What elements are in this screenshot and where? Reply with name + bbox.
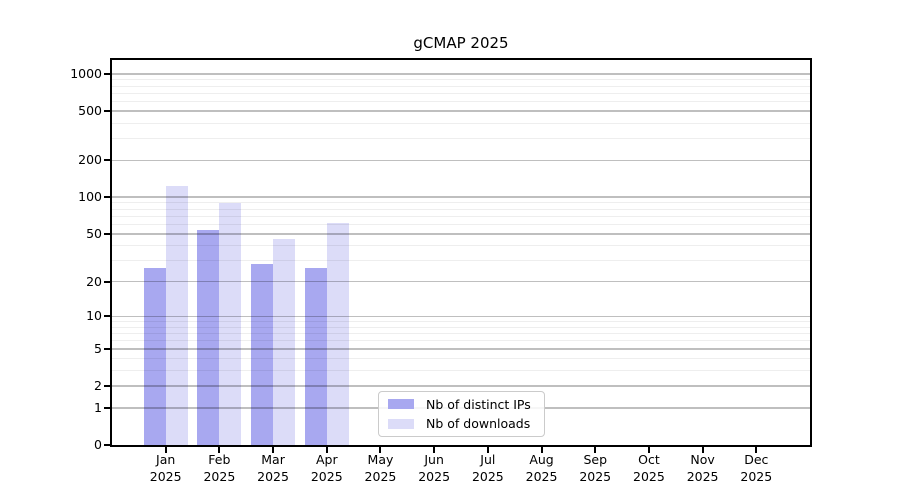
y-tick-mark xyxy=(104,73,110,76)
y-tick-label: 200 xyxy=(78,152,102,168)
gridline-minor xyxy=(112,79,810,81)
gridline-minor xyxy=(112,85,810,87)
bar-downloads xyxy=(219,202,242,445)
gridline-minor xyxy=(112,340,810,342)
gridline-major xyxy=(112,280,810,283)
x-tick-mark xyxy=(433,447,436,453)
chart-title: gCMAP 2025 xyxy=(413,34,509,52)
gridline-major xyxy=(112,110,810,112)
legend-item-distinct-ips: Nb of distinct IPs xyxy=(388,396,535,413)
bar-downloads xyxy=(326,222,349,445)
x-tick-mark xyxy=(272,447,275,453)
x-tick-label: Nov 2025 xyxy=(686,452,719,484)
y-tick-mark xyxy=(104,385,110,388)
bar-distinct-ips xyxy=(197,229,220,445)
gridline-major xyxy=(112,73,810,75)
gridline-minor xyxy=(112,320,810,322)
bar-distinct-ips xyxy=(143,268,166,445)
gridline-major xyxy=(112,159,810,162)
gridline-major xyxy=(112,385,810,387)
gridline-minor xyxy=(112,326,810,328)
x-tick-label: Jun 2025 xyxy=(418,452,451,484)
x-tick-label: Oct 2025 xyxy=(633,452,665,484)
x-tick-label: Jul 2025 xyxy=(471,452,504,484)
gridline-minor xyxy=(112,260,810,262)
gridline-major xyxy=(112,196,810,198)
y-tick-label: 5 xyxy=(94,340,102,356)
legend-label-downloads: Nb of downloads xyxy=(426,416,531,432)
gridline-major xyxy=(112,233,810,235)
x-tick-mark xyxy=(325,447,328,453)
y-tick-mark xyxy=(104,444,110,446)
gridline-major xyxy=(112,348,810,350)
y-tick-label: 100 xyxy=(78,189,102,205)
x-tick-mark xyxy=(701,447,704,453)
y-tick-label: 10 xyxy=(86,308,102,324)
x-tick-mark xyxy=(755,447,758,453)
y-tick-label: 20 xyxy=(86,273,102,289)
bar-distinct-ips xyxy=(304,268,327,445)
y-tick-label: 1000 xyxy=(70,66,102,82)
legend-swatch-downloads xyxy=(388,418,414,429)
x-tick-mark xyxy=(540,447,543,453)
bar-downloads xyxy=(273,239,296,445)
y-tick-mark xyxy=(104,280,110,283)
x-tick-mark xyxy=(594,447,597,453)
x-tick-label: May 2025 xyxy=(364,452,397,484)
plot-area: Nb of distinct IPs Nb of downloads xyxy=(110,58,812,447)
y-tick-mark xyxy=(104,110,110,113)
gridline-minor xyxy=(112,138,810,140)
y-tick-mark xyxy=(104,315,110,318)
legend-swatch-distinct-ips xyxy=(388,399,414,410)
y-tick-label: 50 xyxy=(86,225,102,241)
x-tick-label: Mar 2025 xyxy=(257,452,289,484)
x-tick-mark xyxy=(164,447,167,453)
legend-item-downloads: Nb of downloads xyxy=(388,416,535,433)
x-tick-label: Jan 2025 xyxy=(149,452,182,484)
y-tick-mark xyxy=(104,406,110,409)
y-tick-label: 0 xyxy=(94,437,102,452)
y-tick-label: 2 xyxy=(94,378,102,394)
y-tick-label: 1 xyxy=(94,399,102,415)
gridline-minor xyxy=(112,122,810,124)
y-tick-mark xyxy=(104,232,110,235)
bar-distinct-ips xyxy=(251,264,274,445)
x-tick-label: Feb 2025 xyxy=(203,452,236,484)
x-tick-mark xyxy=(486,447,489,453)
x-tick-label: Dec 2025 xyxy=(740,452,773,484)
x-tick-label: Sep 2025 xyxy=(579,452,612,484)
x-tick-mark xyxy=(379,447,382,453)
y-tick-mark xyxy=(104,347,110,350)
gridline-minor xyxy=(112,223,810,225)
y-tick-mark xyxy=(104,196,110,199)
bar-downloads xyxy=(165,185,188,445)
gridline-minor xyxy=(112,370,810,372)
gridline-minor xyxy=(112,358,810,360)
y-tick-mark xyxy=(104,159,110,162)
gridline-minor xyxy=(112,202,810,204)
gridline-minor xyxy=(112,100,810,102)
legend-label-distinct-ips: Nb of distinct IPs xyxy=(426,396,531,412)
gridline-minor xyxy=(112,208,810,210)
legend: Nb of distinct IPs Nb of downloads xyxy=(378,391,545,437)
gridline-minor xyxy=(112,92,810,94)
gridline-minor xyxy=(112,245,810,247)
x-tick-mark xyxy=(218,447,221,453)
gridline-major xyxy=(112,315,810,317)
gridline-minor xyxy=(112,215,810,217)
x-tick-label: Aug 2025 xyxy=(525,452,558,484)
y-tick-label: 500 xyxy=(78,103,102,119)
gridline-minor xyxy=(112,332,810,334)
x-tick-mark xyxy=(647,447,650,453)
x-tick-label: Apr 2025 xyxy=(310,452,343,484)
